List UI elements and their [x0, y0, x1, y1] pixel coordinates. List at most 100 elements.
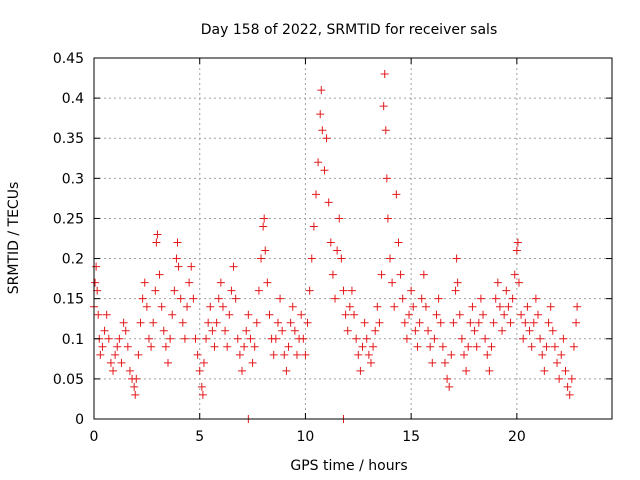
data-point: [424, 326, 433, 335]
data-point: [119, 318, 128, 327]
y-tick-label: 0.4: [62, 91, 84, 107]
data-point: [159, 326, 168, 335]
data-point: [309, 222, 318, 231]
data-point: [271, 334, 280, 343]
data-point: [223, 342, 232, 351]
data-point: [523, 302, 532, 311]
data-point: [178, 318, 187, 327]
data-point: [402, 334, 411, 343]
data-point: [328, 270, 337, 279]
data-point: [322, 134, 331, 143]
data-point: [318, 126, 327, 135]
data-point: [388, 278, 397, 287]
data-point: [487, 342, 496, 351]
data-point: [548, 326, 557, 335]
data-point: [301, 350, 310, 359]
data-point: [189, 294, 198, 303]
data-point: [246, 334, 255, 343]
data-point: [198, 390, 207, 399]
data-point: [130, 382, 139, 391]
data-point: [430, 334, 439, 343]
data-point: [426, 342, 435, 351]
data-point: [485, 366, 494, 375]
data-point: [457, 334, 466, 343]
x-tick-label: 10: [297, 429, 315, 445]
data-point: [292, 350, 301, 359]
x-tick-label: 5: [195, 429, 204, 445]
data-point: [121, 326, 130, 335]
data-point: [136, 318, 145, 327]
data-point: [282, 366, 291, 375]
data-point: [512, 246, 521, 255]
data-point: [413, 342, 422, 351]
data-point: [379, 102, 388, 111]
data-point: [138, 294, 147, 303]
axis-ticks: 0 0.05 0.1 0.15 0.2 0.25 0.3 0.35 0.4 0.45 0 5 10 15 2…: [53, 51, 612, 445]
y-tick-label: 0.15: [53, 292, 84, 308]
data-point: [452, 254, 461, 263]
x-tick-label: 15: [402, 429, 420, 445]
data-point: [317, 86, 326, 95]
data-point: [481, 334, 490, 343]
data-point: [565, 390, 574, 399]
data-point: [464, 342, 473, 351]
data-point: [538, 350, 547, 359]
data-point: [280, 350, 289, 359]
data-point: [106, 358, 115, 367]
y-tick-label: 0.45: [53, 51, 84, 67]
data-point: [466, 318, 475, 327]
data-point: [206, 302, 215, 311]
data-point: [362, 334, 371, 343]
data-point: [210, 342, 219, 351]
data-point: [96, 350, 105, 359]
data-point: [360, 318, 369, 327]
data-point: [180, 334, 189, 343]
data-point: [572, 318, 581, 327]
data-point: [392, 190, 401, 199]
data-point: [144, 334, 153, 343]
grid: [94, 58, 612, 419]
data-point: [142, 302, 151, 311]
y-tick-label: 0.05: [53, 372, 84, 388]
data-point: [411, 326, 420, 335]
data-point: [250, 342, 259, 351]
data-point: [513, 238, 522, 247]
data-point: [166, 334, 175, 343]
data-point: [98, 342, 107, 351]
data-point: [123, 342, 132, 351]
data-point: [428, 358, 437, 367]
data-point: [134, 350, 143, 359]
data-point: [254, 286, 263, 295]
data-point: [333, 246, 342, 255]
data-point: [345, 302, 354, 311]
data-point: [396, 270, 405, 279]
data-point: [563, 382, 572, 391]
data-point: [183, 302, 192, 311]
data-point: [299, 334, 308, 343]
data-point: [386, 254, 394, 263]
data-point: [508, 294, 517, 303]
data-point: [479, 310, 488, 319]
data-point: [417, 294, 426, 303]
data-point: [436, 318, 445, 327]
data-point: [221, 326, 230, 335]
data-point: [542, 342, 551, 351]
data-point: [419, 270, 428, 279]
data-point: [115, 334, 124, 343]
data-point: [438, 342, 447, 351]
data-point: [483, 350, 492, 359]
data-point: [343, 326, 352, 335]
data-point: [316, 110, 325, 119]
data-point: [326, 238, 335, 247]
data-point: [100, 326, 109, 335]
data-point: [421, 302, 430, 311]
data-point: [506, 318, 515, 327]
data-point: [569, 342, 578, 351]
data-point: [380, 70, 389, 79]
data-point: [193, 350, 202, 359]
data-point: [356, 366, 365, 375]
data-point: [366, 358, 375, 367]
data-point: [231, 294, 240, 303]
data-point: [455, 310, 464, 319]
data-point: [227, 286, 236, 295]
